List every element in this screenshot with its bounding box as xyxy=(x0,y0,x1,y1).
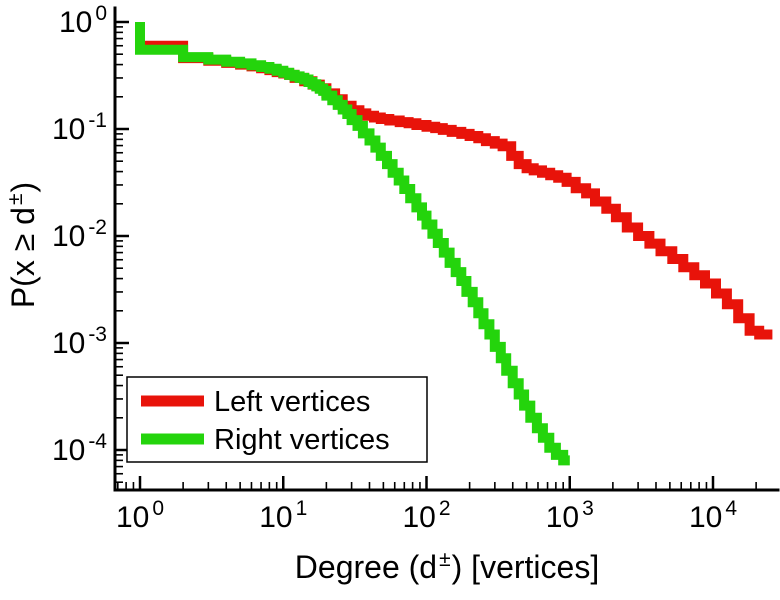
legend-label-right-vertices: Right vertices xyxy=(214,424,390,456)
legend-label-left-vertices: Left vertices xyxy=(214,386,370,418)
legend: Left vertices Right vertices xyxy=(126,376,428,463)
x-tick-label: 10 0 xyxy=(116,497,164,534)
y-tick-label: 10 -1 xyxy=(52,109,107,146)
y-tick-label: 10 -4 xyxy=(52,430,107,467)
y-tick-label: 10 -2 xyxy=(52,216,107,253)
x-axis-label: Degree (d±) [vertices] xyxy=(295,548,599,585)
series-left-vertices xyxy=(135,22,773,340)
plot-area xyxy=(113,6,780,492)
y-tick-label: 10 -3 xyxy=(52,323,107,360)
x-tick-label: 10 4 xyxy=(689,497,737,534)
y-tick-label: 10 0 xyxy=(59,2,107,39)
x-tick-label: 10 1 xyxy=(259,497,307,534)
series-right-vertices xyxy=(135,22,570,466)
legend-box xyxy=(126,376,428,463)
x-tick-label: 10 2 xyxy=(402,497,450,534)
y-axis-label: P(x ≥ d±) xyxy=(4,182,41,308)
x-tick-label: 10 3 xyxy=(546,497,594,534)
axis-labels-layer: 10 0 10 1 10 2 10 3 10 4 10 0 10 -1 10 -2 10 -3 10 -4 Degree… xyxy=(4,2,737,585)
